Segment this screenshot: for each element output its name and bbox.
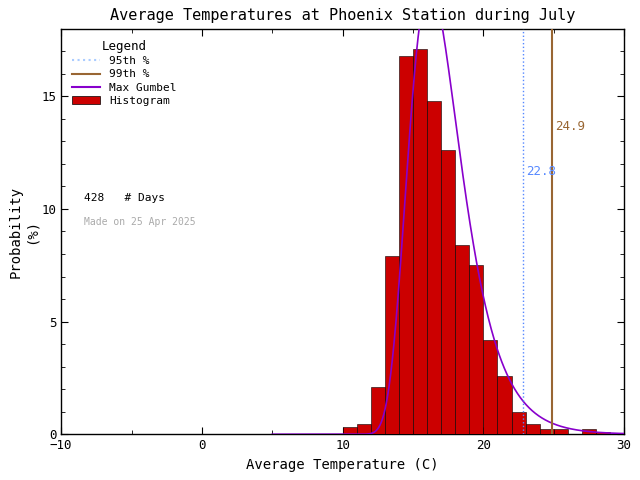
Bar [511, 412, 525, 434]
X-axis label: Average Temperature (C): Average Temperature (C) [246, 457, 439, 472]
Bar [455, 245, 469, 434]
Bar [469, 265, 483, 434]
Bar [497, 376, 511, 434]
Bar [540, 429, 554, 434]
Bar [413, 49, 427, 434]
Bar [582, 429, 596, 434]
Title: Average Temperatures at Phoenix Station during July: Average Temperatures at Phoenix Station … [110, 8, 575, 24]
Bar [342, 428, 356, 434]
Bar [427, 101, 441, 434]
Bar [554, 429, 568, 434]
Bar [399, 56, 413, 434]
Text: 24.9: 24.9 [555, 120, 585, 133]
Bar [356, 424, 371, 434]
Y-axis label: Probability
(%): Probability (%) [8, 185, 38, 277]
Bar [385, 256, 399, 434]
Legend: 95th %, 99th %, Max Gumbel, Histogram: 95th %, 99th %, Max Gumbel, Histogram [67, 34, 182, 112]
Bar [525, 424, 540, 434]
Text: Made on 25 Apr 2025: Made on 25 Apr 2025 [84, 217, 195, 228]
Bar [371, 387, 385, 434]
Bar [483, 340, 497, 434]
Text: 22.8: 22.8 [525, 165, 556, 178]
Text: 428   # Days: 428 # Days [84, 193, 164, 203]
Bar [441, 150, 455, 434]
Bar [596, 432, 610, 434]
